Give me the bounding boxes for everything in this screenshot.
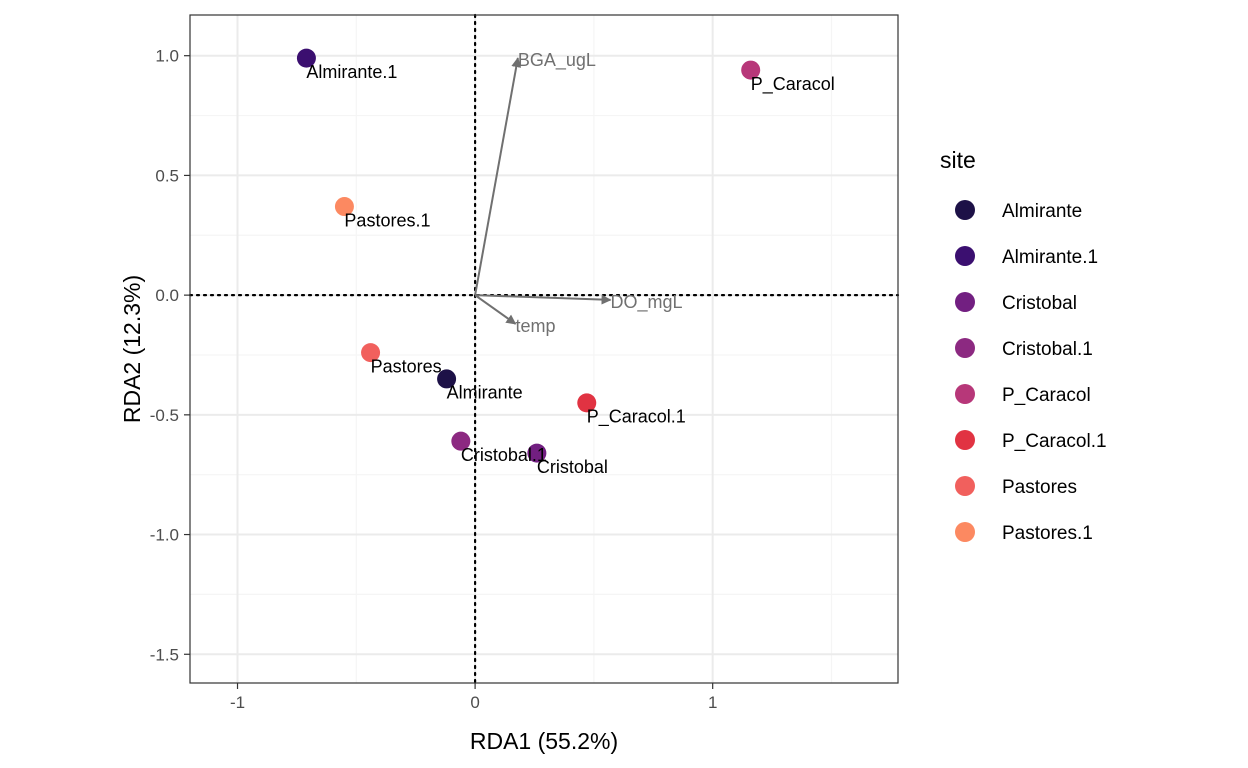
y-tick-label: -1.0	[150, 526, 179, 545]
point-label: Pastores.1	[344, 210, 430, 230]
data-point-almirante-1	[296, 48, 316, 68]
point-label: Cristobal.1	[461, 445, 547, 465]
legend-label: Cristobal.1	[1002, 339, 1093, 360]
y-tick-label: -0.5	[150, 406, 179, 425]
y-tick-label: -1.5	[150, 645, 179, 664]
vector-label: BGA_ugL	[518, 50, 596, 71]
site-point-labels: Almirante.1 P_Caracol Pastores.1 PastoresAl…	[306, 62, 834, 477]
data-point-p-caracol	[741, 60, 761, 80]
y-tick-label: 0.0	[155, 286, 179, 305]
data-point-pastores	[361, 343, 381, 363]
legend-entries: Almirante Almirante.1 Cristobal Cristobal.1…	[955, 200, 1107, 544]
y-tick-label: 0.5	[155, 166, 179, 185]
point-label: P_Caracol.1	[587, 407, 686, 428]
x-tick-label: 0	[470, 693, 479, 712]
legend-label: Almirante	[1002, 201, 1082, 222]
panel-border	[189, 14, 899, 684]
legend-key	[955, 246, 975, 266]
legend-key	[955, 430, 975, 450]
legend: site Almirante Almirante.1 Cristobal Cristo…	[940, 147, 1107, 544]
y-tick-label: 1.0	[155, 47, 179, 66]
minor-gridlines	[190, 15, 898, 683]
x-tick-label: -1	[230, 693, 245, 712]
x-tick-label: 1	[708, 693, 717, 712]
legend-key	[955, 338, 975, 358]
point-label: Cristobal	[537, 457, 608, 477]
point-label: Almirante	[447, 383, 523, 403]
reference-lines	[188, 13, 900, 685]
y-axis-ticks: 1.0 0.5 0.0 -0.5 -1.0 -1.5	[150, 47, 190, 664]
vector-arrow-bga-ugl	[474, 57, 522, 296]
vector-label: DO_mgL	[611, 292, 683, 313]
y-axis-title: RDA2 (12.3%)	[119, 275, 145, 423]
legend-key	[955, 292, 975, 312]
legend-key	[955, 522, 975, 542]
legend-label: Pastores.1	[1002, 523, 1093, 544]
point-label: Almirante.1	[306, 62, 397, 82]
legend-key	[955, 200, 975, 220]
data-point-almirante	[437, 369, 457, 389]
legend-label: P_Caracol	[1002, 385, 1091, 406]
legend-label: P_Caracol.1	[1002, 431, 1107, 452]
vector-label: temp	[515, 316, 555, 336]
legend-label: Almirante.1	[1002, 247, 1098, 268]
x-axis-ticks: -1 0 1	[230, 683, 717, 712]
legend-label: Pastores	[1002, 477, 1077, 498]
vector-arrow-temp	[474, 294, 517, 325]
point-label: Pastores	[371, 356, 442, 376]
data-point-cristobal	[527, 443, 547, 463]
major-gridlines	[190, 15, 898, 683]
data-point-pastores-1	[334, 197, 354, 217]
data-point-cristobal-1	[451, 431, 471, 451]
legend-label: Cristobal	[1002, 293, 1077, 314]
site-points	[296, 48, 761, 463]
legend-key	[955, 476, 975, 496]
point-label: P_Caracol	[751, 74, 835, 95]
vector-arrow-do-mgl	[475, 294, 612, 305]
data-point-p-caracol-1	[577, 393, 597, 413]
legend-key	[955, 384, 975, 404]
x-axis-title: RDA1 (55.2%)	[470, 728, 618, 754]
legend-title: site	[940, 147, 976, 173]
